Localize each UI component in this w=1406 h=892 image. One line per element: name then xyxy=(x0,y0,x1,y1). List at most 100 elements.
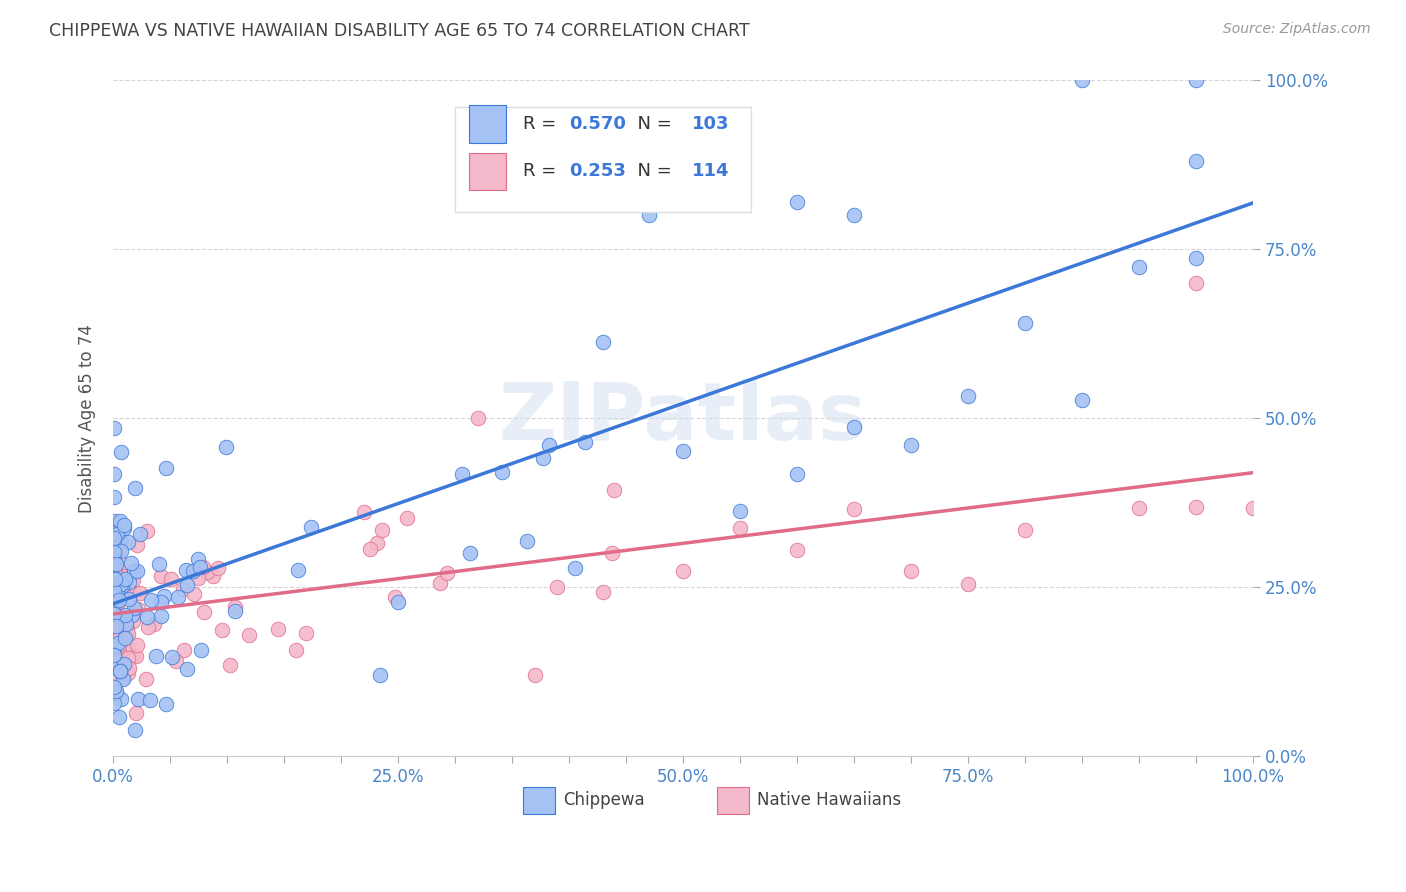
Point xyxy=(103,638,125,652)
Point xyxy=(108,639,131,653)
Point xyxy=(115,629,138,643)
Point xyxy=(110,445,132,459)
Text: ZIPatlas: ZIPatlas xyxy=(499,379,868,457)
Point xyxy=(110,664,132,678)
Point xyxy=(458,546,481,560)
Point xyxy=(103,648,125,662)
Text: Source: ZipAtlas.com: Source: ZipAtlas.com xyxy=(1223,22,1371,37)
Point xyxy=(187,571,209,585)
Point xyxy=(166,590,188,604)
Point xyxy=(118,592,141,607)
Point xyxy=(592,585,614,599)
Point xyxy=(107,533,129,547)
Point xyxy=(107,541,129,556)
Point xyxy=(104,614,127,628)
Point xyxy=(117,626,139,640)
Point xyxy=(105,557,128,571)
Point xyxy=(103,544,125,558)
Point xyxy=(176,662,198,676)
Point xyxy=(173,642,195,657)
Point xyxy=(114,631,136,645)
Point xyxy=(429,576,451,591)
Point xyxy=(110,691,132,706)
Point xyxy=(728,504,751,518)
Text: 114: 114 xyxy=(692,162,730,180)
Point xyxy=(287,563,309,577)
Point xyxy=(211,623,233,637)
FancyBboxPatch shape xyxy=(456,107,751,211)
Point xyxy=(786,467,808,481)
Point xyxy=(148,557,170,571)
Point xyxy=(111,672,134,686)
Point xyxy=(267,622,290,636)
Point xyxy=(215,441,238,455)
Point xyxy=(160,649,183,664)
Text: 0.253: 0.253 xyxy=(569,162,626,180)
FancyBboxPatch shape xyxy=(468,105,506,143)
Point xyxy=(125,706,148,721)
Point xyxy=(121,574,143,588)
Point xyxy=(165,654,187,668)
Point xyxy=(105,583,128,598)
Point xyxy=(104,572,127,586)
Point xyxy=(842,208,865,222)
Point xyxy=(127,602,149,616)
Point xyxy=(135,672,157,686)
Point xyxy=(491,465,513,479)
Point xyxy=(672,564,695,578)
Point xyxy=(103,574,125,588)
Point xyxy=(195,565,218,579)
Point xyxy=(112,657,135,671)
Point xyxy=(114,628,136,642)
Point xyxy=(531,450,554,465)
Point xyxy=(111,579,134,593)
Point xyxy=(728,521,751,535)
Point xyxy=(295,626,318,640)
Point xyxy=(108,626,131,640)
Point xyxy=(368,668,391,682)
Point xyxy=(108,533,131,548)
Point xyxy=(103,467,125,481)
Point xyxy=(141,593,163,607)
Point xyxy=(387,595,409,609)
Point xyxy=(103,607,125,622)
Point xyxy=(107,551,129,566)
Point xyxy=(124,481,146,495)
Point xyxy=(107,580,129,594)
Point xyxy=(1241,501,1264,516)
Point xyxy=(118,575,141,590)
Point xyxy=(614,194,637,209)
Point xyxy=(110,533,132,548)
Point xyxy=(1071,392,1094,407)
Point xyxy=(1071,73,1094,87)
Point xyxy=(103,595,125,609)
Point xyxy=(139,692,162,706)
Text: N =: N = xyxy=(626,115,678,133)
Point xyxy=(1185,500,1208,514)
Point xyxy=(108,564,131,578)
Point xyxy=(135,524,157,538)
Point xyxy=(107,607,129,622)
Point xyxy=(114,607,136,622)
Text: Chippewa: Chippewa xyxy=(564,791,645,809)
Point xyxy=(537,438,560,452)
Point xyxy=(602,546,624,560)
Point xyxy=(956,389,979,403)
Point xyxy=(371,523,394,537)
Point xyxy=(207,561,229,575)
Point xyxy=(112,670,135,684)
Point xyxy=(128,585,150,599)
Point xyxy=(103,633,125,648)
Point xyxy=(118,661,141,675)
Point xyxy=(187,552,209,566)
Point xyxy=(592,335,614,350)
Point xyxy=(111,630,134,644)
Point xyxy=(103,531,125,545)
Point xyxy=(238,628,260,642)
Point xyxy=(564,561,586,575)
Text: CHIPPEWA VS NATIVE HAWAIIAN DISABILITY AGE 65 TO 74 CORRELATION CHART: CHIPPEWA VS NATIVE HAWAIIAN DISABILITY A… xyxy=(49,22,749,40)
Point xyxy=(1014,316,1036,330)
Text: 0.570: 0.570 xyxy=(569,115,626,133)
Point xyxy=(353,505,375,519)
Point xyxy=(900,438,922,452)
